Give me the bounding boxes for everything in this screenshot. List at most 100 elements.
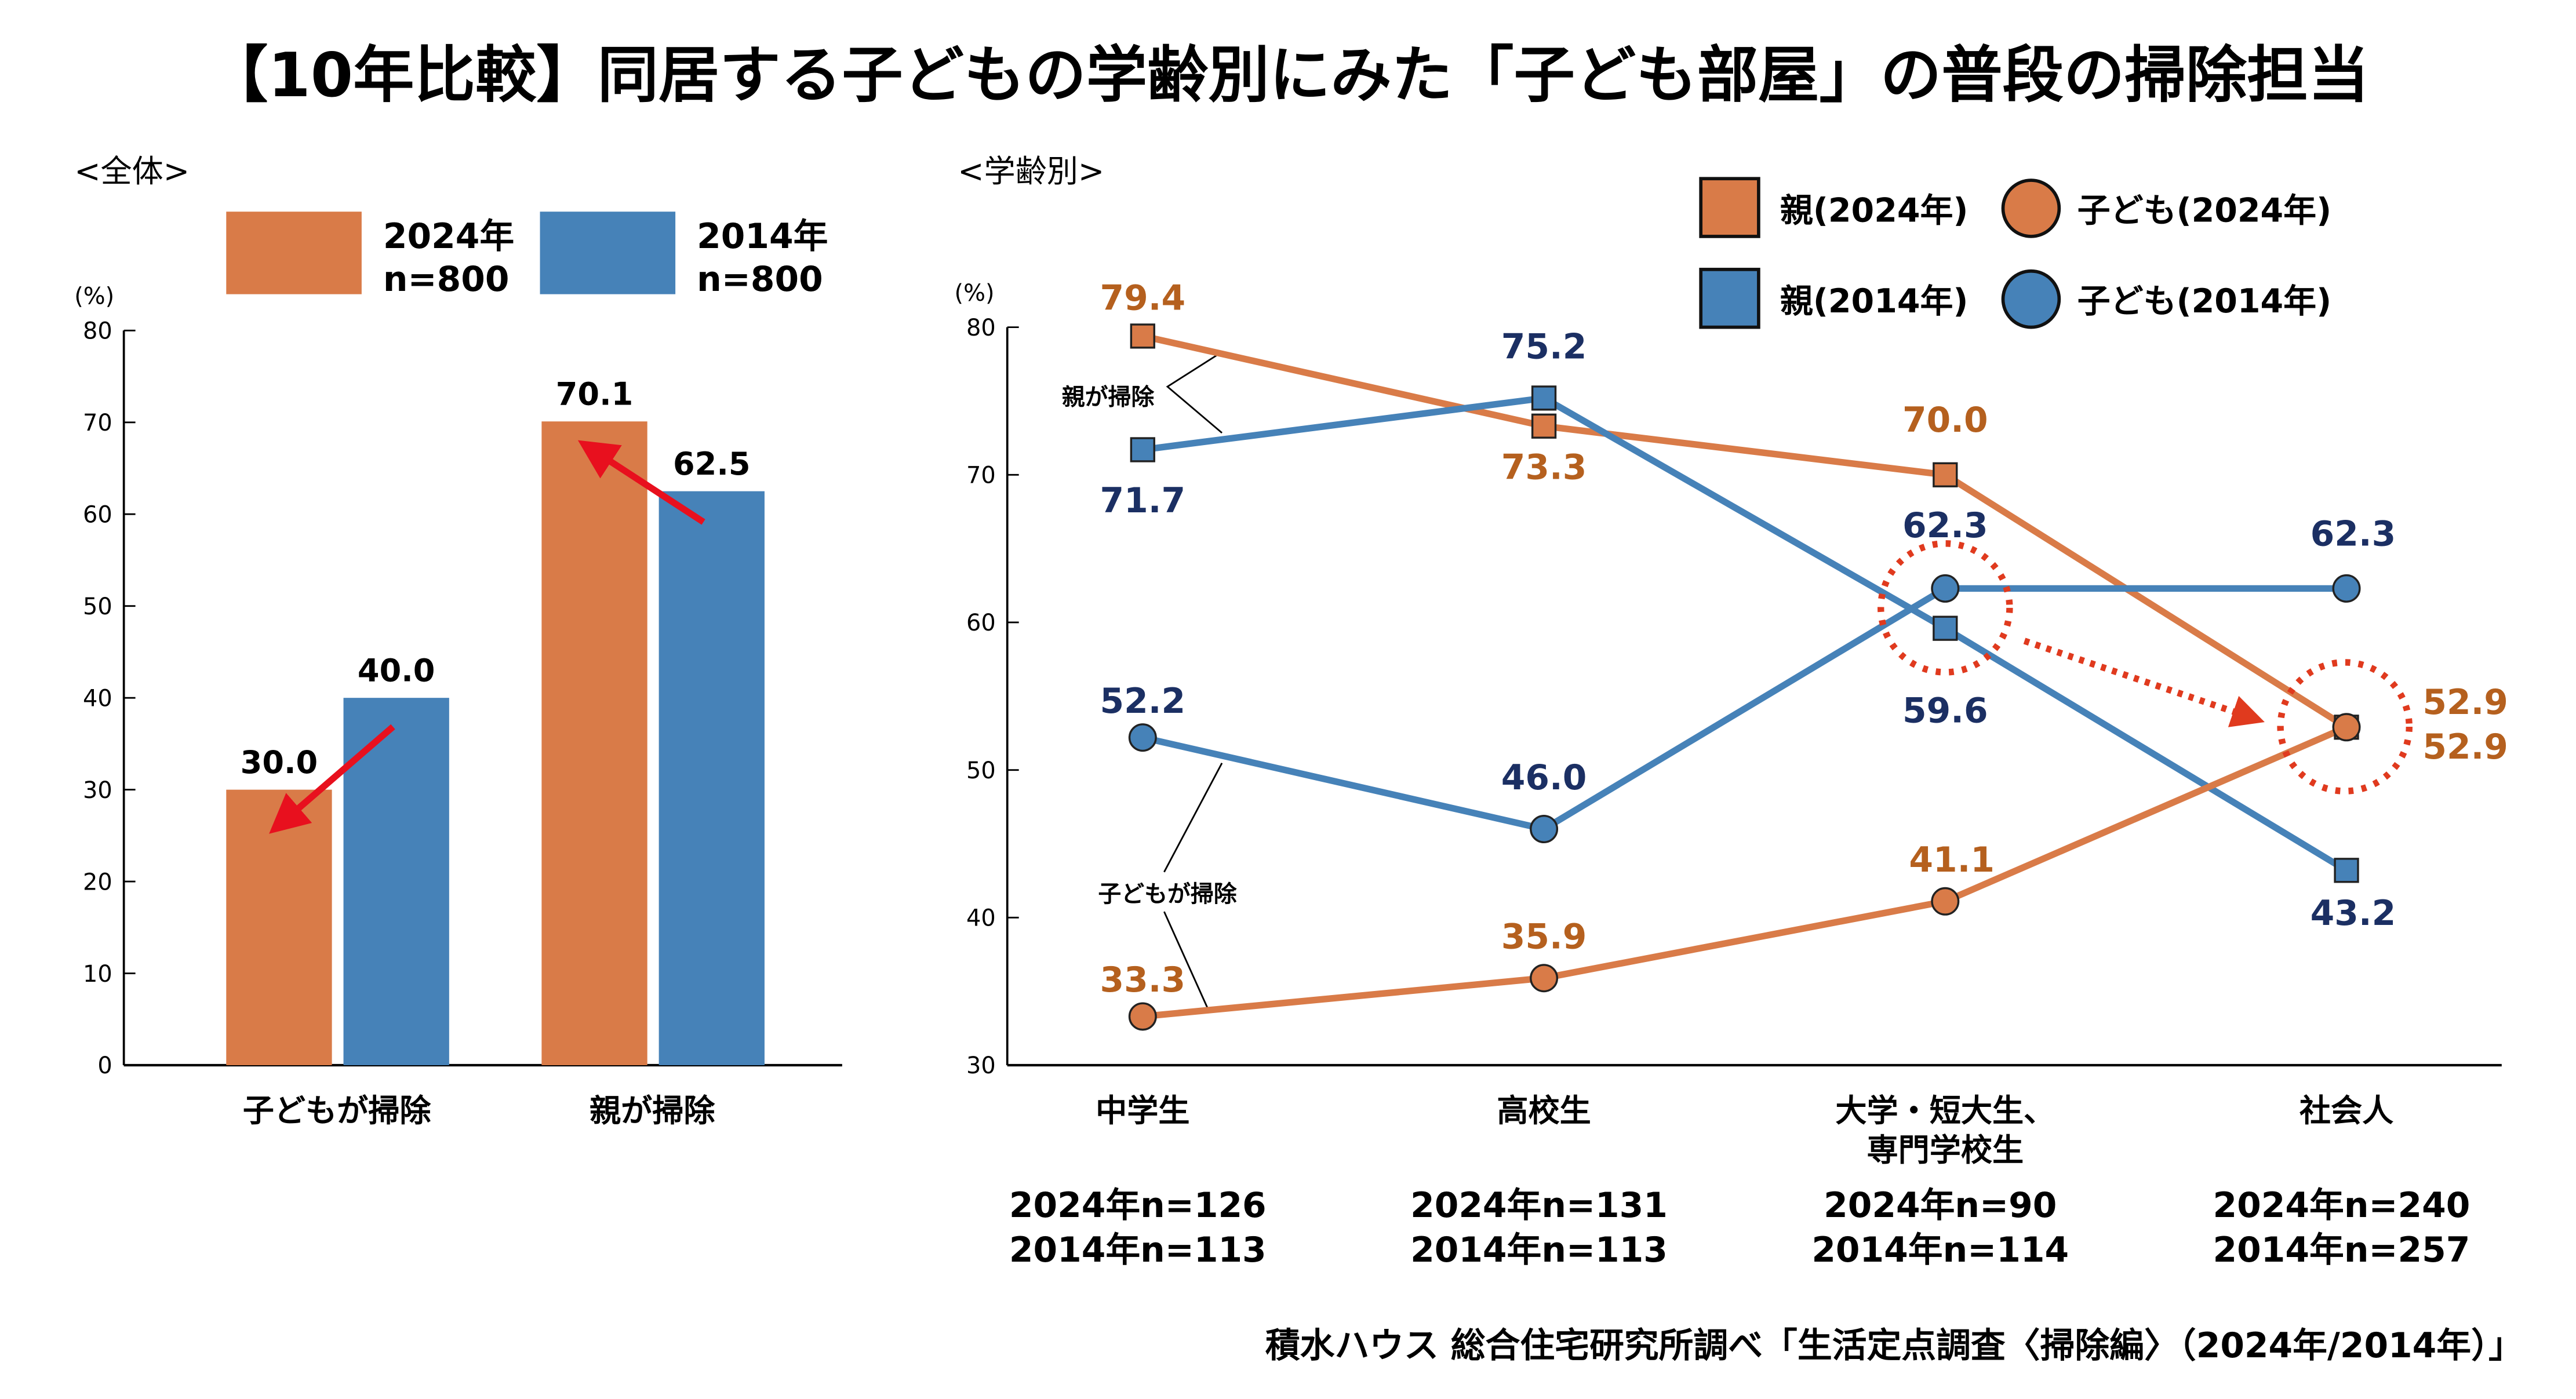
y-tick-label: 70	[83, 410, 112, 436]
series-line	[1142, 394, 2348, 873]
data-point-square	[1531, 385, 1557, 411]
annotation-leader	[1163, 911, 1210, 1011]
legend-circle-marker	[2001, 269, 2061, 329]
highlight-circle	[1877, 540, 2013, 676]
data-point-square	[1130, 437, 1155, 462]
data-label: 52.9	[2422, 727, 2508, 767]
y-axis-unit: (%)	[74, 283, 114, 310]
annotation-leader	[1163, 763, 1223, 873]
y-tick-label: 60	[966, 610, 996, 636]
sample-size-label: 2024年n=90	[1824, 1185, 2057, 1226]
y-tick-label: 50	[83, 593, 112, 620]
sample-size-label: 2014年n=113	[1410, 1230, 1668, 1270]
data-label: 71.7	[1100, 480, 1186, 521]
y-tick-label: 30	[966, 1052, 996, 1079]
left-panel-label: <全体>	[74, 153, 190, 190]
data-label: 62.3	[2311, 513, 2396, 554]
highlight-arrow	[2023, 637, 2265, 727]
legend-label: 子ども(2014年)	[2077, 282, 2332, 320]
bar-value-label: 30.0	[241, 744, 318, 781]
data-label: 73.3	[1501, 447, 1587, 487]
data-point-circle	[1530, 964, 1559, 993]
category-label: 中学生	[1096, 1092, 1189, 1129]
sample-size-label: 2024年n=126	[1009, 1185, 1267, 1226]
data-label: 75.2	[1501, 326, 1587, 367]
annotation-leader	[1166, 351, 1222, 434]
y-tick-label: 50	[966, 757, 996, 784]
series-line	[1142, 585, 2347, 833]
chart-title: 【10年比較】同居する子どもの学齢別にみた「子ども部屋」の普段の掃除担当	[207, 39, 2369, 111]
data-point-square	[2334, 858, 2359, 883]
legend-swatch	[226, 212, 362, 294]
y-tick-label: 80	[966, 315, 996, 341]
legend-year: 2024年	[383, 216, 514, 257]
y-tick-label: 30	[83, 777, 112, 804]
data-label: 35.9	[1501, 916, 1587, 957]
category-label: 社会人	[2300, 1092, 2393, 1129]
bar	[343, 698, 449, 1065]
data-point-square	[1531, 413, 1557, 439]
data-label: 79.4	[1100, 278, 1186, 318]
data-point-circle	[2332, 574, 2361, 603]
y-tick-label: 20	[83, 869, 112, 895]
y-tick-label: 70	[966, 462, 996, 489]
legend-year: 2014年	[697, 216, 828, 257]
data-point-circle	[1530, 815, 1559, 844]
sample-size-label: 2014年n=113	[1009, 1230, 1267, 1270]
right-panel-label: <学齢別>	[958, 153, 1104, 190]
legend-label: 親(2024年)	[1780, 191, 1969, 229]
bar	[541, 421, 647, 1065]
data-point-square	[1130, 323, 1155, 349]
legend-square-marker	[1699, 177, 1760, 238]
y-tick-label: 0	[97, 1052, 112, 1079]
sample-size-label: 2014年n=114	[1811, 1230, 2069, 1270]
bar-value-label: 70.1	[556, 376, 634, 413]
y-tick-label: 80	[83, 318, 112, 345]
data-point-square	[1933, 615, 1958, 641]
sample-size-label: 2024年n=240	[2213, 1185, 2471, 1226]
bar	[658, 491, 765, 1065]
decrease-arrow	[269, 724, 395, 834]
data-label: 62.3	[1902, 505, 1988, 546]
sample-size-label: 2024年n=131	[1410, 1185, 1668, 1226]
data-label: 41.1	[1909, 840, 1995, 880]
highlight-circle	[2277, 659, 2413, 795]
legend-square-marker	[1699, 268, 1760, 329]
annotation-child: 子どもが掃除	[1098, 881, 1236, 908]
category-label: 高校生	[1497, 1092, 1591, 1129]
category-label: 大学・短大生、	[1835, 1092, 2055, 1129]
data-point-circle	[1128, 723, 1157, 752]
bar-value-label: 40.0	[358, 653, 435, 689]
data-label: 46.0	[1501, 757, 1587, 798]
source-note: 積水ハウス 総合住宅研究所調べ「生活定点調査〈掃除編〉（2024年/2014年）…	[1265, 1325, 2523, 1366]
category-label: 親が掃除	[590, 1092, 715, 1129]
y-axis-unit: (%)	[955, 280, 995, 307]
series-line	[1142, 724, 2348, 1020]
data-label: 33.3	[1100, 960, 1186, 1000]
data-point-circle	[1931, 887, 1960, 916]
y-tick-label: 10	[83, 961, 112, 988]
sample-size-label: 2014年n=257	[2213, 1230, 2471, 1270]
legend-swatch	[540, 212, 676, 294]
legend-circle-marker	[2001, 178, 2061, 238]
legend-n: n=800	[697, 259, 823, 300]
legend-label: 子ども(2024年)	[2077, 191, 2332, 229]
increase-arrow	[577, 440, 705, 525]
y-tick-label: 40	[83, 685, 112, 712]
data-label: 70.0	[1902, 400, 1988, 440]
data-label: 43.2	[2311, 893, 2396, 934]
data-label: 52.9	[2422, 682, 2508, 723]
y-tick-label: 60	[83, 501, 112, 528]
legend-n: n=800	[383, 259, 510, 300]
data-label: 52.2	[1100, 681, 1186, 722]
data-point-square	[1933, 462, 1958, 487]
legend-label: 親(2014年)	[1780, 282, 1969, 320]
data-point-circle	[1128, 1002, 1157, 1031]
data-label: 59.6	[1902, 691, 1988, 731]
bar-value-label: 62.5	[673, 446, 751, 482]
series-line	[1142, 333, 2349, 730]
category-label: 子どもが掃除	[243, 1092, 432, 1129]
bar	[226, 789, 332, 1065]
y-tick-label: 40	[966, 905, 996, 932]
